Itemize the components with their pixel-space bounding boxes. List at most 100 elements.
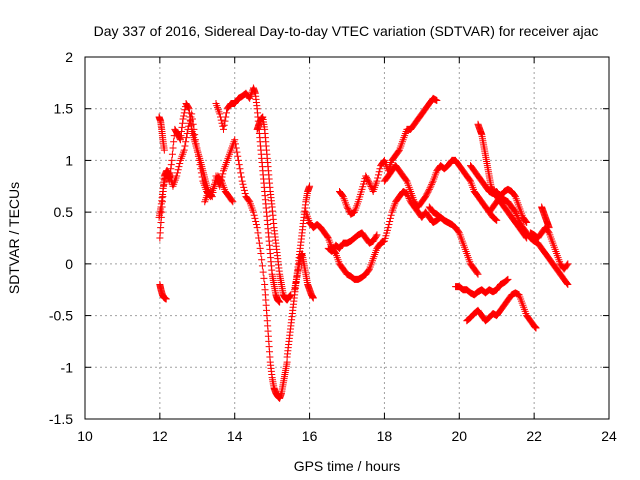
data-point — [217, 176, 225, 184]
data-point — [176, 160, 184, 168]
data-point — [169, 144, 177, 152]
data-point — [234, 156, 242, 164]
data-point — [216, 182, 224, 190]
series-arc-1 — [155, 113, 168, 154]
series-arc-7 — [253, 113, 295, 304]
data-point — [240, 183, 248, 191]
data-point — [364, 176, 372, 184]
series-arc-15 — [425, 203, 482, 278]
data-point — [188, 115, 196, 123]
data-point — [250, 211, 258, 219]
data-point — [376, 165, 384, 173]
data-point — [185, 105, 193, 113]
data-point — [234, 152, 242, 160]
data-point — [373, 231, 381, 239]
data-point — [170, 138, 178, 146]
data-point — [168, 150, 176, 158]
data-point — [191, 136, 199, 144]
data-point — [427, 182, 435, 190]
data-point — [239, 180, 247, 188]
y-tick-label: -1 — [61, 359, 74, 375]
data-point — [276, 298, 284, 306]
data-point — [257, 250, 265, 258]
data-point — [208, 193, 216, 201]
data-point — [177, 132, 185, 140]
data-point — [426, 184, 434, 192]
data-point — [474, 270, 482, 278]
data-point — [260, 274, 268, 282]
data-point — [254, 229, 262, 237]
x-tick-label: 10 — [77, 428, 93, 444]
data-point — [189, 120, 197, 128]
data-point — [181, 106, 189, 114]
y-tick-label: 1 — [65, 152, 73, 168]
x-tick-label: 16 — [302, 428, 318, 444]
data-point — [219, 125, 227, 133]
data-point — [216, 179, 224, 187]
data-point — [522, 233, 530, 241]
data-point — [195, 156, 203, 164]
data-points — [155, 84, 572, 402]
data-point — [511, 208, 519, 216]
data-point — [179, 115, 187, 123]
data-point — [256, 244, 264, 252]
data-point — [373, 177, 381, 185]
data-point — [563, 280, 571, 288]
data-point — [173, 169, 181, 177]
data-point — [210, 184, 218, 192]
data-point — [428, 179, 436, 187]
data-point — [196, 161, 204, 169]
data-point — [191, 131, 199, 139]
data-point — [343, 203, 351, 211]
data-point — [237, 173, 245, 181]
x-tick-label: 12 — [152, 428, 168, 444]
data-point — [233, 148, 241, 156]
data-point — [428, 180, 436, 188]
data-point — [402, 176, 410, 184]
data-point — [362, 173, 370, 181]
data-point — [188, 110, 196, 118]
series-arc-11 — [324, 229, 381, 255]
data-point — [365, 266, 373, 274]
data-point — [344, 204, 352, 212]
chart-title: Day 337 of 2016, Sidereal Day-to-day VTE… — [94, 23, 599, 39]
data-point — [473, 269, 481, 277]
data-point — [162, 295, 170, 303]
series-arc-20 — [485, 185, 531, 226]
axis-ticks — [84, 56, 610, 420]
data-point — [174, 166, 182, 174]
data-point — [424, 188, 432, 196]
data-point — [362, 172, 370, 180]
data-point — [185, 122, 193, 130]
x-tick-label: 24 — [601, 428, 617, 444]
data-point — [423, 190, 431, 198]
data-point — [236, 165, 244, 173]
y-axis-label: SDTVAR / TECUs — [6, 182, 22, 294]
data-point — [309, 294, 317, 302]
series-arc-12 — [336, 94, 441, 218]
data-point — [192, 140, 200, 148]
data-point — [363, 175, 371, 183]
data-point — [253, 224, 261, 232]
data-point — [405, 194, 413, 202]
data-point — [194, 148, 202, 156]
data-point — [222, 109, 230, 117]
series-arc-21 — [526, 224, 572, 273]
series-arc-9 — [291, 250, 317, 302]
data-point — [493, 216, 501, 224]
data-point — [564, 281, 572, 289]
data-point — [182, 138, 190, 146]
data-point — [252, 217, 260, 225]
data-point — [179, 119, 187, 127]
data-point — [232, 144, 240, 152]
data-point — [466, 176, 474, 184]
y-tick-labels: -1.5 -1 -0.5 0 0.5 1 1.5 2 — [49, 49, 73, 427]
data-point — [235, 161, 243, 169]
data-point — [324, 233, 332, 241]
y-tick-label: -1.5 — [49, 411, 73, 427]
series-arc-22 — [538, 203, 553, 232]
data-point — [374, 171, 382, 179]
data-point — [221, 117, 229, 125]
data-point — [216, 110, 224, 118]
data-point — [160, 146, 168, 154]
